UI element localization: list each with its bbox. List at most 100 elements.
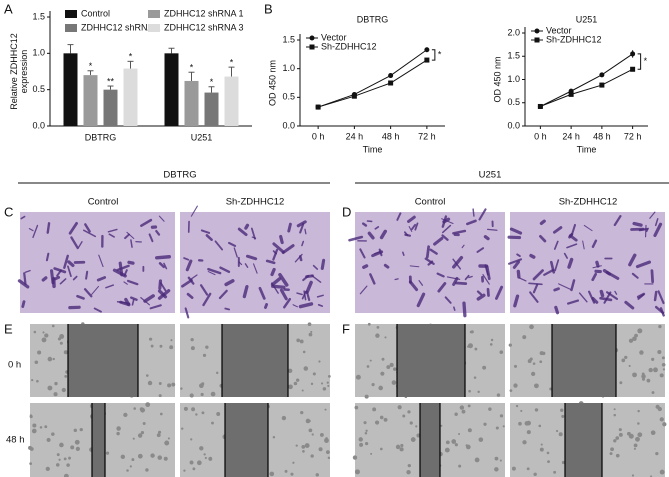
line [540,53,633,107]
cell [538,424,542,428]
cell [632,372,637,378]
cell [555,429,559,433]
cell [51,432,55,436]
cell [595,260,600,268]
line [317,49,428,108]
cell [149,304,162,310]
cell [245,254,258,261]
cell [366,365,370,368]
cell [242,284,249,299]
x-tick-label: 72 h [624,131,642,141]
cell [513,364,518,368]
cell [632,336,637,342]
cell [540,443,543,446]
cell [409,265,420,268]
cell [655,404,660,409]
wound-gap [565,403,602,477]
panel-label: D [342,204,351,219]
cell [37,350,42,355]
bar [123,68,138,126]
cell [31,379,34,382]
panel-label: A [4,1,13,16]
cell [561,414,565,418]
cell [383,417,388,422]
cell [56,453,60,457]
cell [209,456,212,459]
cell [399,447,404,452]
cell [486,228,498,231]
cell [189,460,194,465]
bar [63,53,78,127]
cell [529,253,536,259]
cell [526,467,530,471]
cell [561,460,566,465]
x-tick-label: 0 h [534,131,547,141]
cell [364,441,369,446]
cell [553,287,560,292]
x-axis-label: Time [363,144,383,154]
significance-bracket [637,53,642,70]
cell [646,378,651,383]
cell [157,455,163,460]
cell [183,257,190,261]
cell [302,350,306,354]
cell [410,437,416,442]
cell [63,457,67,461]
cell [655,451,659,456]
cell [541,351,546,356]
x-tick-label: 48 h [593,131,611,141]
point [424,57,430,63]
cell [513,294,520,308]
cell [654,305,665,315]
cell [148,337,153,341]
cell [155,255,171,260]
cell [483,422,487,426]
legend-label: Vector [546,25,572,35]
cell [528,282,543,286]
legend-label: ZDHHC12 shRNA 3 [164,22,244,32]
cell [183,469,186,472]
x-tick-label: 24 h [346,131,364,141]
cell [615,436,620,440]
cell [29,447,34,451]
cell [45,466,50,471]
cell [270,277,282,287]
cell [150,344,154,348]
cell [253,263,258,274]
cell [91,285,100,295]
cell [467,343,473,349]
cell [348,235,364,242]
cell [105,451,110,455]
cell [662,368,665,371]
panel-label: B [264,1,273,16]
cell [662,422,667,427]
cell [508,343,512,347]
cell [292,461,295,464]
cell [272,250,277,255]
cell [488,407,492,411]
cell [513,383,518,388]
cell [145,374,149,377]
cell [270,267,276,277]
x-tick-label: 24 h [562,131,580,141]
cell [78,241,83,248]
cell [41,337,47,343]
cell [476,247,485,253]
cell [301,240,305,247]
point [309,35,315,41]
cell [570,223,577,237]
cell [123,281,128,285]
cell [462,301,467,318]
cell [635,436,640,442]
cell [219,266,231,274]
cell [85,270,89,280]
cell [631,272,639,279]
cell [397,405,402,410]
cell [303,366,309,371]
cell [614,290,618,295]
cell [624,300,635,310]
cell [496,393,501,397]
cell [305,274,314,279]
cell [36,379,39,383]
cell [300,410,304,415]
